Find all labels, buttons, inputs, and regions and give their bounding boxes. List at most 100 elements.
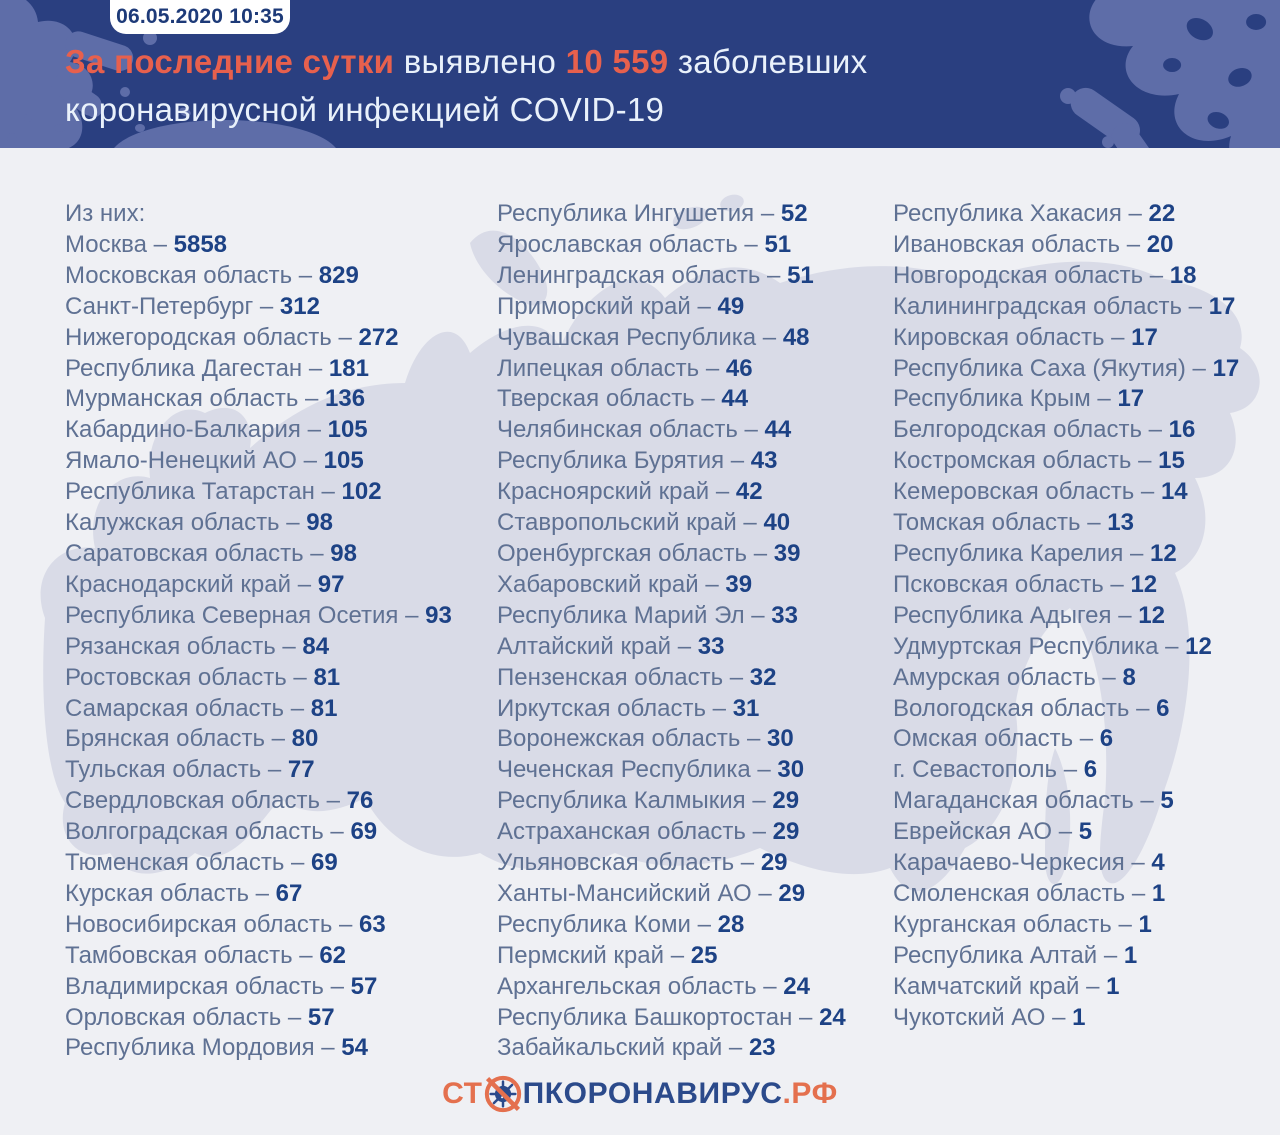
region-value: 30: [767, 725, 794, 753]
region-row: Чувашская Республика – 48: [497, 323, 846, 354]
region-name: Ямало-Ненецкий АО: [65, 447, 297, 475]
list-intro-label: Из них:: [65, 200, 146, 227]
region-row: Карачаево-Черкесия – 4: [893, 848, 1239, 879]
stopcoronavirus-logo: СТ ПКОРОНАВИРУС .РФ: [0, 1072, 1280, 1116]
logo-suffix: .РФ: [782, 1077, 838, 1110]
region-value: 33: [771, 601, 798, 629]
region-value: 43: [750, 447, 778, 475]
separator: –: [1125, 879, 1152, 907]
region-value: 14: [1160, 478, 1188, 506]
separator: –: [737, 230, 765, 258]
separator: –: [744, 601, 772, 629]
region-value: 76: [346, 787, 374, 815]
region-name: Воронежская область: [497, 725, 741, 753]
region-name: Костромская область: [893, 447, 1132, 475]
separator: –: [1052, 818, 1079, 846]
region-name: Еврейская АО: [893, 818, 1053, 846]
region-name: Тверская область: [497, 385, 695, 413]
region-row: Калужская область – 98: [65, 508, 452, 539]
region-row: Республика Адыгея – 12: [893, 601, 1239, 632]
region-name: Белгородская область: [893, 416, 1142, 444]
region-name: Новосибирская область: [65, 910, 333, 938]
region-row: Чеченская Республика – 30: [497, 755, 846, 786]
region-name: Хабаровский край: [497, 570, 699, 598]
header-banner: 06.05.2020 10:35 За последние сутки выяв…: [0, 0, 1280, 148]
region-row: Камчатский край – 1: [893, 972, 1239, 1003]
separator: –: [671, 632, 698, 660]
separator: –: [750, 756, 778, 784]
region-name: Ханты-Мансийский АО: [497, 879, 752, 907]
region-column-2: Республика Ингушетия – 52 Ярославская об…: [497, 199, 846, 1064]
separator: –: [792, 1003, 820, 1031]
separator: –: [1133, 787, 1161, 815]
separator: –: [323, 972, 351, 1000]
region-row: Республика Карелия – 12: [893, 539, 1239, 570]
separator: –: [1134, 478, 1161, 506]
separator: –: [1090, 385, 1118, 413]
region-name: Приморский край: [497, 292, 691, 320]
region-row: Брянская область – 80: [65, 724, 452, 755]
region-name: Архангельская область: [497, 972, 757, 1000]
region-row: Омская область – 6: [893, 724, 1239, 755]
separator: –: [291, 570, 318, 598]
separator: –: [1185, 354, 1213, 382]
region-name: Курганская область: [893, 910, 1112, 938]
region-value: 44: [764, 416, 792, 444]
region-name: Красноярский край: [497, 478, 710, 506]
separator: –: [292, 941, 320, 969]
separator: –: [314, 1034, 342, 1062]
region-name: Астраханская область: [497, 818, 746, 846]
headline-accent-phrase: За последние сутки: [65, 43, 395, 80]
region-row: Пермский край – 25: [497, 941, 846, 972]
region-name: Орловская область: [65, 1003, 282, 1031]
region-row: Тамбовская область – 62: [65, 941, 452, 972]
separator: –: [261, 756, 288, 784]
region-value: 18: [1169, 261, 1197, 289]
region-value: 13: [1107, 509, 1134, 537]
region-name: Республика Ингушетия: [497, 200, 755, 227]
region-value: 12: [1138, 601, 1165, 629]
separator: –: [284, 694, 311, 722]
separator: –: [751, 879, 779, 907]
separator: –: [1073, 725, 1100, 753]
region-row: Республика Калмыкия – 29: [497, 786, 846, 817]
region-name: Карачаево-Черкесия: [893, 849, 1125, 877]
region-name: Магаданская область: [893, 787, 1134, 815]
region-name: Камчатский край: [893, 972, 1080, 1000]
region-value: 46: [725, 354, 753, 382]
separator: –: [1121, 200, 1149, 227]
region-row: Алтайский край – 33: [497, 632, 846, 663]
region-value: 33: [697, 632, 725, 660]
separator: –: [747, 539, 774, 567]
separator: –: [699, 354, 726, 382]
region-value: 84: [302, 632, 330, 660]
russia-map-silhouette: [0, 148, 1280, 1135]
region-row: Санкт-Петербург – 312: [65, 292, 452, 323]
region-row: Ставропольский край – 40: [497, 508, 846, 539]
separator: –: [146, 230, 174, 258]
region-row: Курганская область – 1: [893, 910, 1239, 941]
region-name: Новгородская область: [893, 261, 1144, 289]
region-rows-2: Республика Ингушетия – 52 Ярославская об…: [497, 199, 846, 1064]
region-name: Свердловская область: [65, 787, 320, 815]
region-name: Республика Башкортостан: [497, 1003, 793, 1031]
region-row: Ленинградская область – 51: [497, 261, 846, 292]
region-row: Смоленская область – 1: [893, 879, 1239, 910]
separator: –: [1079, 972, 1107, 1000]
separator: –: [296, 447, 324, 475]
region-value: 81: [313, 663, 341, 691]
region-row: Калининградская область – 17: [893, 292, 1239, 323]
separator: –: [754, 200, 781, 227]
region-name: Республика Крым: [893, 385, 1091, 413]
region-row: Республика Бурятия – 43: [497, 446, 846, 477]
region-name: Чувашская Республика: [497, 323, 757, 351]
region-value: 40: [763, 509, 791, 537]
separator: –: [298, 385, 326, 413]
region-row: Волгоградская область – 69: [65, 817, 452, 848]
region-row: Кировская область – 17: [893, 323, 1239, 354]
region-row: Республика Северная Осетия – 93: [65, 601, 452, 632]
region-row: Удмуртская Республика – 12: [893, 632, 1239, 663]
separator: –: [706, 694, 733, 722]
region-name: Иркутская область: [497, 694, 706, 722]
region-value: 97: [317, 570, 345, 598]
